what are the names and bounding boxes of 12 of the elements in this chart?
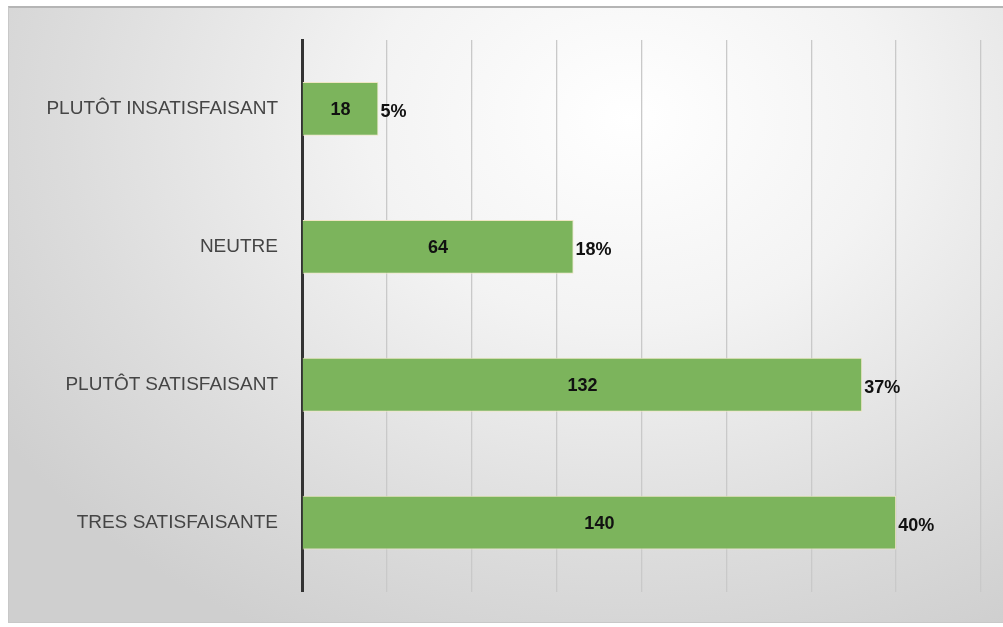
y-tick-label: PLUTÔT INSATISFAISANT xyxy=(46,97,279,119)
y-tick-label: NEUTRE xyxy=(199,235,278,257)
data-label: 18 xyxy=(330,98,351,119)
annotation: 18% xyxy=(575,238,612,259)
y-tick-label: TRES SATISFAISANTE xyxy=(76,510,278,532)
data-label: 140 xyxy=(584,512,615,533)
annotation: 5% xyxy=(380,100,407,121)
annotation: 40% xyxy=(898,514,935,535)
y-tick-label: PLUTÔT SATISFAISANT xyxy=(65,372,279,394)
data-label: 132 xyxy=(567,374,598,395)
annotation: 37% xyxy=(864,376,901,397)
data-label: 64 xyxy=(428,236,449,257)
